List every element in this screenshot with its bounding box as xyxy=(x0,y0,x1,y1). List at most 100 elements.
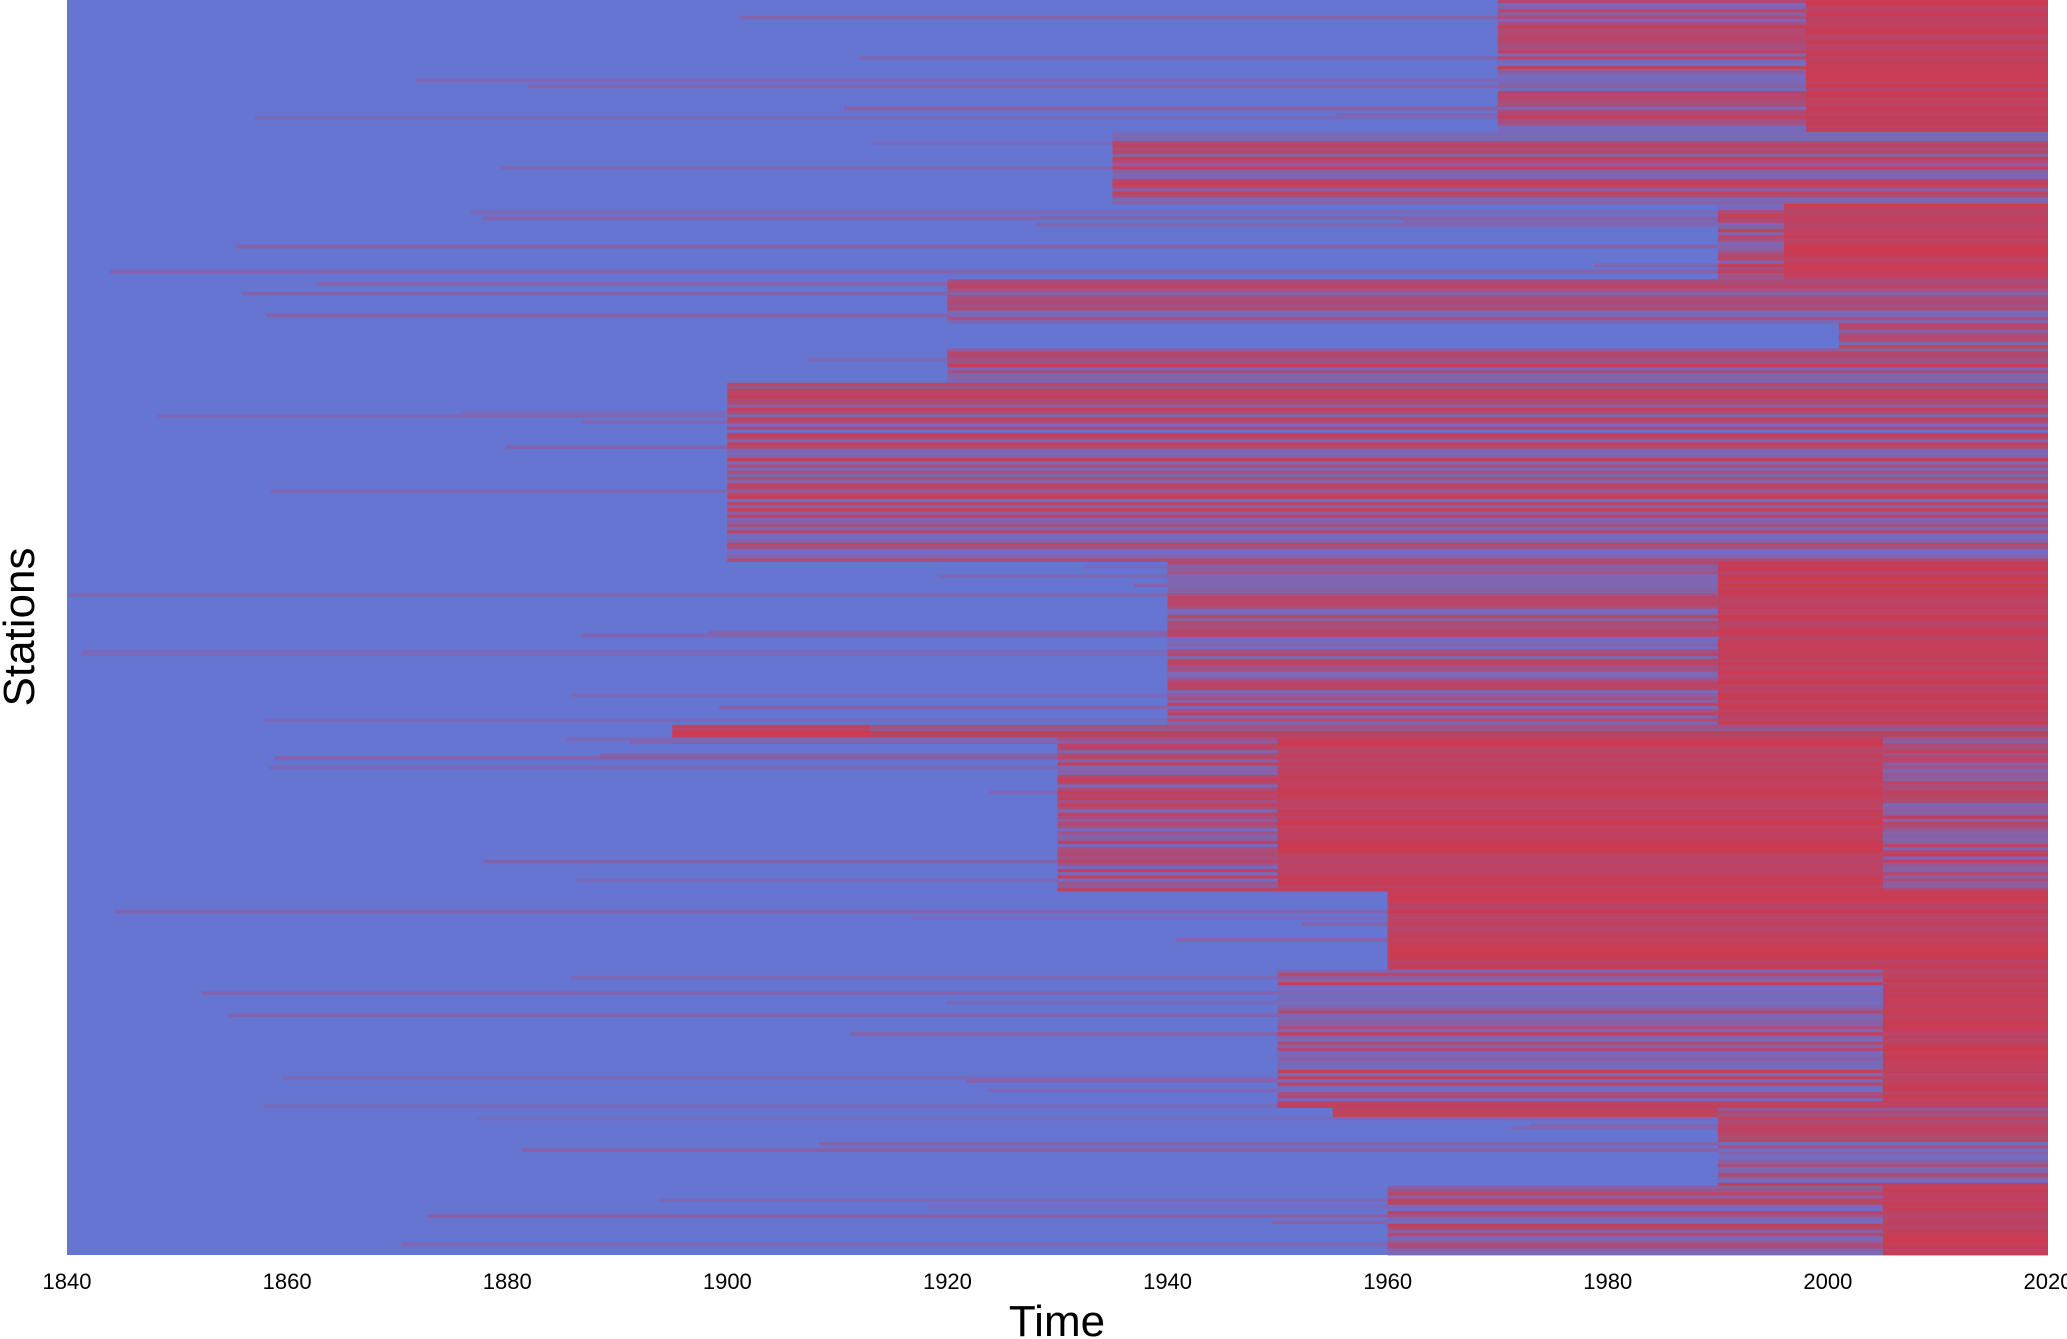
heatmap-cell-mixed xyxy=(1167,705,1718,710)
heatmap-cell-late xyxy=(1882,859,2048,864)
heatmap-cell-mixed xyxy=(727,445,2049,450)
heatmap-cell-early xyxy=(1301,922,1388,926)
heatmap-cell-late xyxy=(1717,1110,2048,1115)
heatmap-cell-mixed xyxy=(1057,865,1278,870)
heatmap-cell-high xyxy=(1783,232,2048,236)
heatmap-cell-mixed xyxy=(1838,323,2048,327)
heatmap-cell-mixed xyxy=(727,486,2049,490)
heatmap-cell-mixed xyxy=(727,514,2049,519)
heatmap-cell-late xyxy=(1882,746,2048,751)
heatmap-cell-mixed xyxy=(947,307,2048,312)
heatmap-cell-high xyxy=(1805,100,2048,104)
heatmap-cell-late xyxy=(1882,762,2048,766)
heatmap-cell-late xyxy=(1882,825,2048,829)
heatmap-cell-early xyxy=(577,878,1058,883)
heatmap-cell-high xyxy=(1882,1079,2048,1083)
heatmap-cell-mixed xyxy=(1717,1157,2048,1162)
heatmap-cell-high xyxy=(1882,978,2048,983)
heatmap-cell-mixed xyxy=(1057,818,1278,823)
heatmap-cell-mixed xyxy=(1057,749,1278,754)
heatmap-cell-early xyxy=(242,291,948,296)
heatmap-cell-late xyxy=(1882,831,2048,835)
heatmap-cell-high xyxy=(1717,702,2048,707)
heatmap-cell-mixed xyxy=(1277,988,1883,992)
heatmap-cell-high xyxy=(1882,1054,2048,1058)
heatmap-cell-early xyxy=(82,649,1168,653)
heatmap-cell-high xyxy=(1783,276,2048,280)
heatmap-cell-high xyxy=(1805,103,2048,108)
heatmap-cell-early xyxy=(1403,219,1718,224)
heatmap-cell-high xyxy=(1805,28,2048,32)
heatmap-cell-mixed xyxy=(1057,806,1278,810)
heatmap-cell-mixed xyxy=(727,530,2049,534)
heatmap-cell-mixed xyxy=(1717,1120,2048,1124)
heatmap-cell-mixed xyxy=(1717,216,1784,221)
heatmap-cell-high xyxy=(1882,1251,2048,1256)
heatmap-cell-high xyxy=(1277,790,1883,795)
heatmap-cell-high xyxy=(1277,753,1883,757)
heatmap-cell-high xyxy=(1783,235,2048,239)
heatmap-cell-mixed xyxy=(1057,784,1278,788)
heatmap-cell-high xyxy=(1805,81,2048,86)
heatmap-cell-high xyxy=(1717,718,2048,723)
heatmap-cell-mixed xyxy=(727,401,2049,406)
heatmap-cell-mixed xyxy=(1167,630,1718,635)
heatmap-cell-mixed xyxy=(1717,1179,2048,1184)
heatmap-cell-mixed xyxy=(1717,254,1784,258)
heatmap-cell-mixed xyxy=(1277,1073,1883,1077)
heatmap-cell-mixed xyxy=(1497,69,1806,73)
heatmap-cell-high xyxy=(1277,765,1883,770)
heatmap-cell-mixed xyxy=(1277,1019,1883,1024)
heatmap-cell-mixed xyxy=(1112,185,2048,189)
heatmap-cell-mixed xyxy=(1057,790,1278,795)
heatmap-cell-mixed xyxy=(1717,1145,2048,1149)
heatmap-cell-high xyxy=(1277,843,1883,848)
heatmap-cell-high xyxy=(1805,34,2048,39)
heatmap-cell-mixed xyxy=(1277,1098,1883,1102)
heatmap-cell-high xyxy=(1717,627,2048,632)
heatmap-cell-mixed xyxy=(1167,561,1718,566)
heatmap-cell-mixed xyxy=(1717,1176,2048,1181)
heatmap-cell-high xyxy=(1805,47,2048,51)
heatmap-cell-mixed xyxy=(1277,1060,1883,1065)
heatmap-cell-early xyxy=(739,15,1498,20)
heatmap-cell-mixed xyxy=(1112,178,2048,183)
heatmap-cell-high xyxy=(1277,837,1883,842)
heatmap-cell-mixed xyxy=(727,545,2049,550)
heatmap-cell-high xyxy=(1882,988,2048,992)
heatmap-cell-high xyxy=(1783,260,2048,264)
heatmap-cell-mixed xyxy=(1277,978,1883,983)
heatmap-cell-mixed xyxy=(1387,1195,1883,1199)
heatmap-cell-high xyxy=(1805,15,2048,20)
heatmap-cell-mixed xyxy=(1057,762,1278,766)
heatmap-cell-high xyxy=(1882,1000,2048,1005)
heatmap-cell-mixed xyxy=(1112,191,2048,195)
heatmap-cell-mixed xyxy=(727,511,2049,515)
heatmap-cell-high xyxy=(1783,272,2048,277)
heatmap-cell-mixed xyxy=(1838,326,2048,330)
heatmap-cell-high xyxy=(1805,75,2048,79)
heatmap-cell-mixed xyxy=(1497,56,1806,61)
heatmap-cell-mixed xyxy=(1057,822,1278,826)
heatmap-cell-early xyxy=(581,420,728,424)
heatmap-cell-high xyxy=(1805,18,2048,23)
heatmap-cell-late xyxy=(1882,850,2048,854)
heatmap-cell-early xyxy=(859,56,1498,61)
heatmap-cell-mixed xyxy=(1167,683,1718,688)
heatmap-cell-mixed xyxy=(727,382,2049,387)
heatmap-cell-high xyxy=(1717,693,2048,697)
heatmap-cell-high xyxy=(1387,928,2048,933)
heatmap-cell-mixed xyxy=(1717,257,1784,261)
heatmap-cell-high xyxy=(1805,0,2048,4)
heatmap-cell-mixed xyxy=(1057,875,1278,879)
heatmap-cell-high xyxy=(1717,621,2048,625)
heatmap-cell-high xyxy=(1805,116,2048,120)
heatmap-cell-mixed xyxy=(1057,837,1278,842)
heatmap-cell-mixed xyxy=(1057,800,1278,804)
heatmap-cell-high xyxy=(1882,985,2048,989)
heatmap-cell-mixed xyxy=(727,404,2049,409)
heatmap-cell-mixed xyxy=(947,354,2048,359)
heatmap-cell-mixed xyxy=(727,464,2049,468)
heatmap-cell-mixed xyxy=(1497,122,1806,126)
heatmap-cell-high xyxy=(1882,1220,2048,1225)
